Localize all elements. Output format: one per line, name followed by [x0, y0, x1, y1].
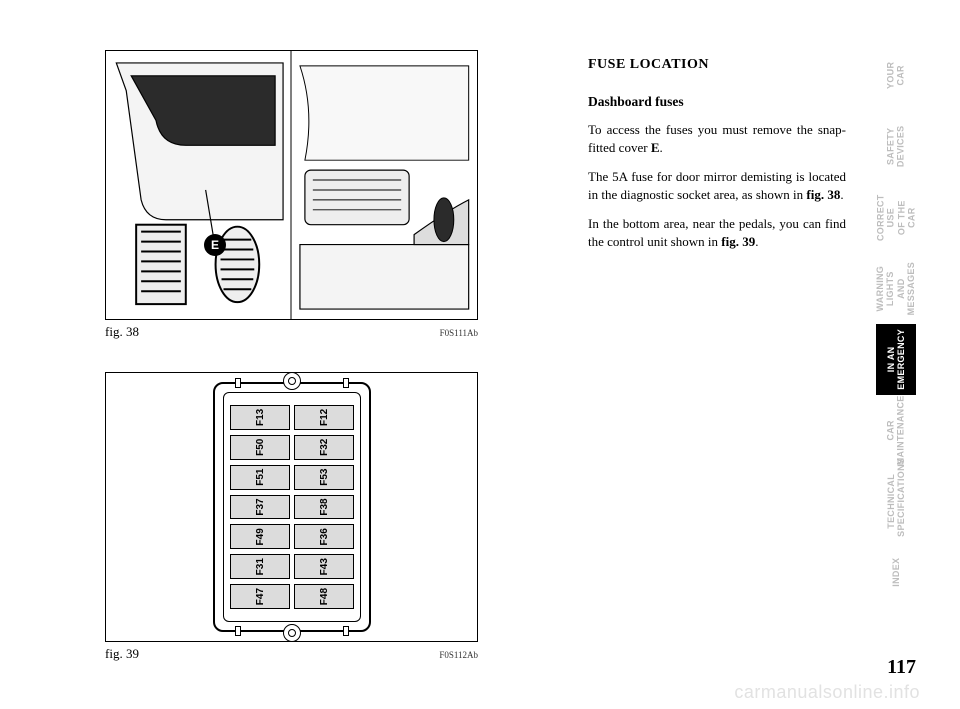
marker-e: E — [204, 234, 226, 256]
paragraph-2: The 5A fuse for door mirror demisting is… — [588, 168, 846, 203]
fusebox-outer: F47 F31 F49 F37 F51 F50 F13 F48 F43 F36 — [213, 382, 371, 632]
tab-technical-specs[interactable]: TECHNICAL SPECIFICATIONS — [876, 466, 916, 537]
fig39-code: F0S112Ab — [439, 650, 478, 660]
figures-column: E fig. 38 F0S111Ab F47 F31 — [105, 50, 480, 662]
fusebox: F47 F31 F49 F37 F51 F50 F13 F48 F43 F36 — [213, 382, 371, 632]
mount-hole-icon — [283, 624, 301, 642]
tab-index[interactable]: INDEX — [876, 537, 916, 608]
fuse: F49 — [230, 524, 290, 549]
notch-icon — [343, 378, 349, 388]
p3-text: In the bottom area, near the pedals, you… — [588, 216, 846, 249]
fig38-caption: fig. 38 F0S111Ab — [105, 324, 478, 340]
p3-bold: fig. 39 — [721, 234, 755, 249]
fig39-caption: fig. 39 F0S112Ab — [105, 646, 478, 662]
mount-hole-icon — [283, 372, 301, 390]
fuse: F37 — [230, 495, 290, 520]
section-subheading: Dashboard fuses — [588, 93, 846, 111]
fuse: F38 — [294, 495, 354, 520]
tab-in-an-emergency[interactable]: IN AN EMERGENCY — [876, 324, 916, 395]
tab-label: CORRECT USE OF THE CAR — [875, 194, 916, 241]
fusebox-inner: F47 F31 F49 F37 F51 F50 F13 F48 F43 F36 — [223, 392, 361, 622]
notch-icon — [235, 626, 241, 636]
page-number: 117 — [887, 656, 916, 679]
tab-label: CAR MAINTENANCE — [886, 396, 907, 466]
fuse: F43 — [294, 554, 354, 579]
paragraph-1: To access the fuses you must remove the … — [588, 121, 846, 156]
fuse: F50 — [230, 435, 290, 460]
tab-label: INDEX — [891, 553, 901, 593]
text-column: FUSE LOCATION Dashboard fuses To access … — [588, 56, 846, 262]
tab-safety-devices[interactable]: SAFETY DEVICES — [876, 111, 916, 182]
paragraph-3: In the bottom area, near the pedals, you… — [588, 215, 846, 250]
fig39-label: fig. 39 — [105, 646, 139, 662]
figure-39: F47 F31 F49 F37 F51 F50 F13 F48 F43 F36 — [105, 372, 478, 642]
watermark: carmanualsonline.info — [734, 682, 920, 703]
p2-tail: . — [840, 187, 843, 202]
fig38-code: F0S111Ab — [440, 328, 478, 338]
fuse-row-top: F47 F31 F49 F37 F51 F50 F13 — [230, 405, 290, 609]
tab-label: IN AN EMERGENCY — [886, 329, 907, 390]
fuse: F51 — [230, 465, 290, 490]
tab-your-car[interactable]: YOUR CAR — [876, 40, 916, 111]
p2-bold: fig. 38 — [806, 187, 840, 202]
fuse: F53 — [294, 465, 354, 490]
figure-38: E — [105, 50, 478, 320]
tab-car-maintenance[interactable]: CAR MAINTENANCE — [876, 395, 916, 466]
notch-icon — [235, 378, 241, 388]
fig38-lineart — [106, 51, 477, 319]
tab-label: SAFETY DEVICES — [886, 126, 907, 168]
tab-correct-use[interactable]: CORRECT USE OF THE CAR — [876, 182, 916, 253]
fig38-label: fig. 38 — [105, 324, 139, 340]
fuse: F31 — [230, 554, 290, 579]
fuse-row-bottom: F48 F43 F36 F38 F53 F32 F12 — [294, 405, 354, 609]
fuse: F13 — [230, 405, 290, 430]
page: E fig. 38 F0S111Ab F47 F31 — [0, 0, 960, 709]
fuse: F12 — [294, 405, 354, 430]
p1-text: To access the fuses you must remove the … — [588, 122, 846, 155]
fuse: F32 — [294, 435, 354, 460]
fuse: F47 — [230, 584, 290, 609]
section-heading: FUSE LOCATION — [588, 56, 846, 75]
tab-warning-lights[interactable]: WARNING LIGHTS AND MESSAGES — [876, 253, 916, 324]
fuse: F36 — [294, 524, 354, 549]
side-tabs: YOUR CAR SAFETY DEVICES CORRECT USE OF T… — [876, 40, 916, 608]
tab-label: TECHNICAL SPECIFICATIONS — [886, 466, 907, 537]
tab-label: WARNING LIGHTS AND MESSAGES — [875, 262, 916, 315]
fuse: F48 — [294, 584, 354, 609]
notch-icon — [343, 626, 349, 636]
p3-tail: . — [755, 234, 758, 249]
p1-tail: . — [659, 140, 662, 155]
tab-label: YOUR CAR — [886, 56, 907, 96]
